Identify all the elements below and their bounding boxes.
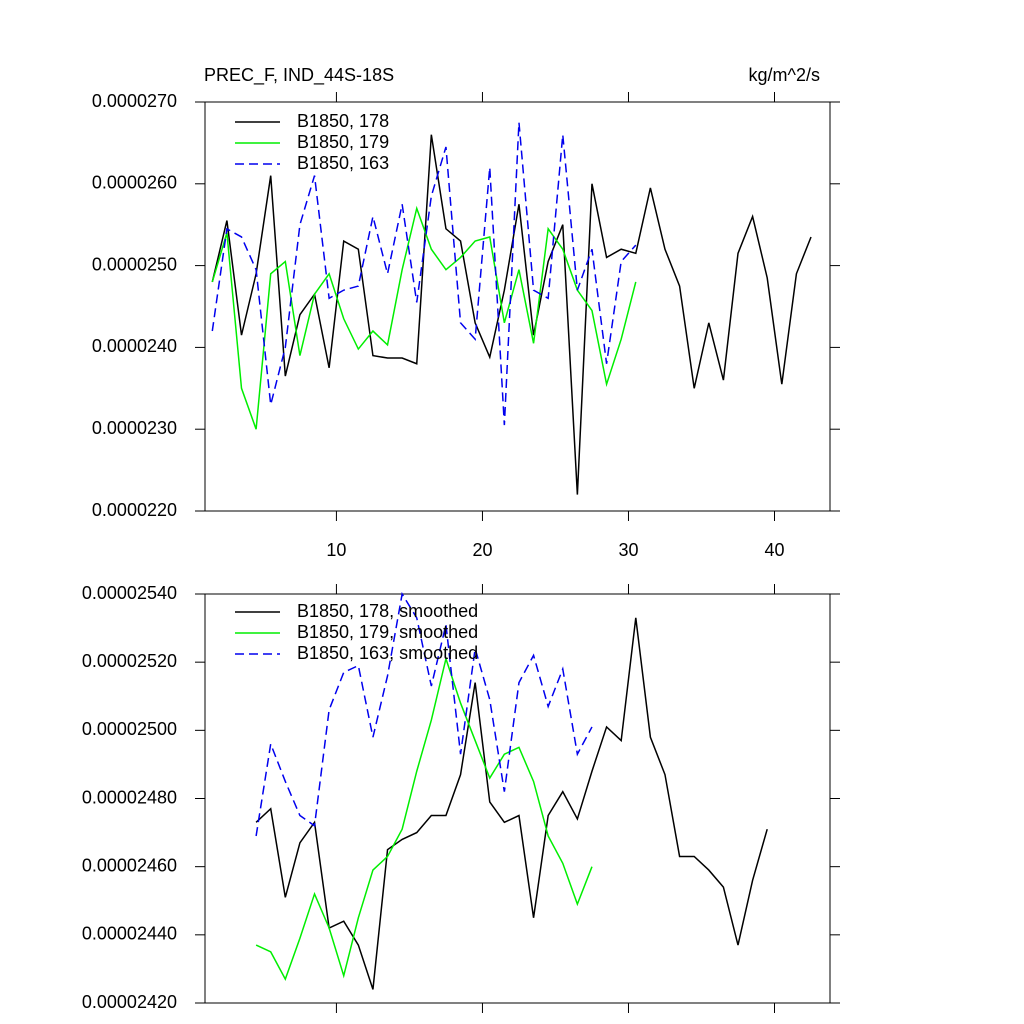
- y-tick-label: 0.00002500: [82, 719, 177, 739]
- y-tick-label: 0.00002440: [82, 924, 177, 944]
- chart-title: PREC_F, IND_44S-18S: [204, 65, 394, 86]
- y-tick-label: 0.00002420: [82, 992, 177, 1012]
- y-tick-label: 0.0000220: [92, 500, 177, 520]
- y-tick-label: 0.00002480: [82, 787, 177, 807]
- x-tick-label: 30: [618, 540, 638, 560]
- y-tick-label: 0.0000250: [92, 254, 177, 274]
- series-line: [211, 205, 637, 430]
- y-tick-label: 0.0000260: [92, 173, 177, 193]
- y-tick-label: 0.00002540: [82, 583, 177, 603]
- series-line: [211, 134, 812, 495]
- legend-label: B1850, 163, smoothed: [297, 643, 478, 663]
- units-label: kg/m^2/s: [749, 65, 820, 85]
- y-tick-label: 0.00002520: [82, 651, 177, 671]
- legend-label: B1850, 179: [297, 132, 389, 152]
- legend-label: B1850, 178: [297, 111, 389, 131]
- series-line: [255, 656, 593, 981]
- y-tick-label: 0.0000230: [92, 418, 177, 438]
- x-tick-label: 20: [472, 540, 492, 560]
- plot-frame: [204, 101, 831, 512]
- series-line: [255, 591, 593, 837]
- x-tick-label: 10: [326, 540, 346, 560]
- legend-label: B1850, 163: [297, 153, 389, 173]
- x-tick-label: 40: [764, 540, 784, 560]
- legend-label: B1850, 178, smoothed: [297, 601, 478, 621]
- y-tick-label: 0.00002460: [82, 855, 177, 875]
- legend-label: B1850, 179, smoothed: [297, 622, 478, 642]
- series-line: [255, 617, 768, 990]
- y-tick-label: 0.0000270: [92, 91, 177, 111]
- y-tick-label: 0.0000240: [92, 336, 177, 356]
- series-line: [211, 122, 637, 426]
